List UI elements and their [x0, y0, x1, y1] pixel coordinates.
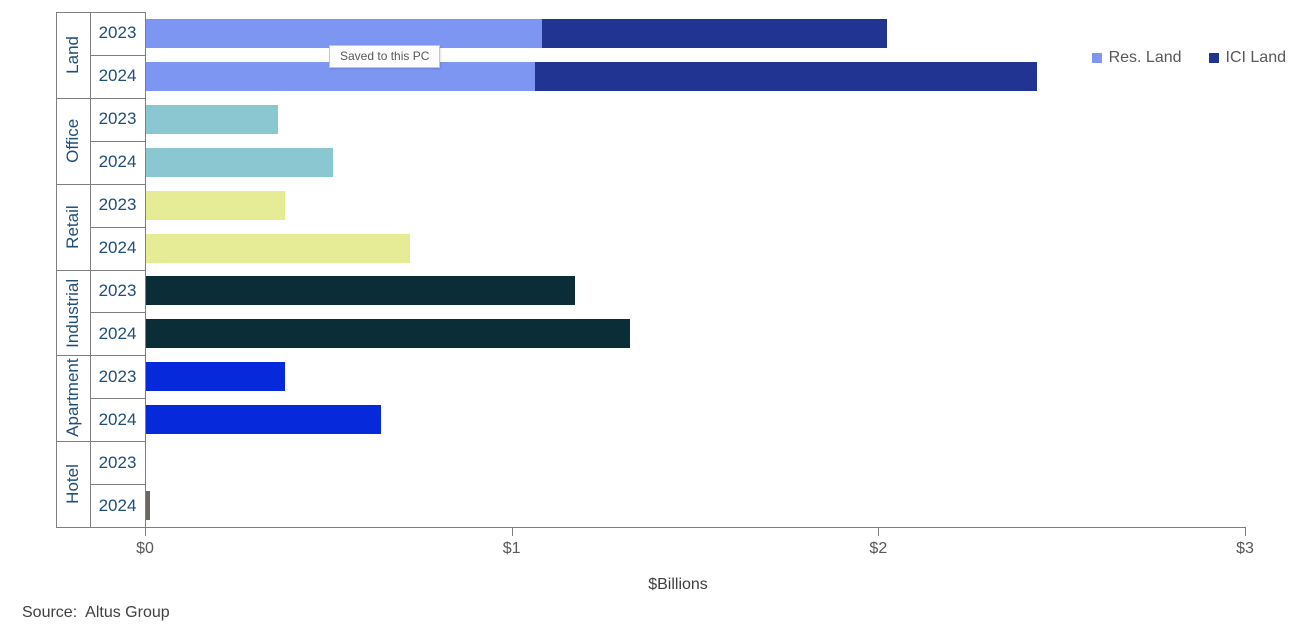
legend-label: Res. Land: [1108, 49, 1182, 66]
year-label: 2023: [98, 109, 137, 129]
y-axis-line: [145, 12, 146, 527]
category-separator-line: [56, 97, 145, 99]
legend-swatch-icon: [1208, 53, 1219, 63]
legend-swatch-icon: [1091, 53, 1102, 63]
bar-hotel-2024-hotel: [146, 491, 150, 521]
category-label-office: Office: [63, 118, 82, 163]
category-separator-line: [56, 527, 145, 528]
year-label: 2023: [98, 280, 137, 300]
year-separator-line: [90, 54, 145, 56]
x-tick-label-3: $3: [1236, 540, 1254, 557]
bar-office-2024-office: [146, 147, 333, 177]
x-tick-label-1: $1: [502, 540, 521, 557]
source-note: Source: Altus Group: [22, 604, 170, 621]
year-separator-line: [90, 226, 145, 228]
year-label: 2023: [98, 366, 137, 386]
category-separator-line: [56, 355, 145, 357]
chart-legend: Res. Land ICI Land: [1091, 49, 1286, 67]
x-axis-tick: [1245, 527, 1246, 536]
category-label-hotel: Hotel: [63, 464, 82, 504]
bar-industrial-2023-industrial: [146, 276, 575, 306]
year-separator-line: [90, 398, 145, 400]
bar-retail-2024-retail: [146, 233, 410, 263]
bar-land-2023-ici-land: [542, 18, 887, 48]
x-axis-tick: [511, 527, 513, 536]
year-label: 2024: [98, 238, 137, 258]
category-label-industrial: Industrial: [63, 277, 82, 347]
year-label: 2023: [98, 23, 137, 43]
category-label-retail: Retail: [63, 204, 82, 249]
bar-industrial-2024-industrial: [146, 319, 630, 349]
category-separator-line: [56, 269, 145, 271]
year-label: 2024: [98, 409, 137, 429]
bar-office-2023-office: [146, 104, 278, 134]
year-label: 2023: [98, 195, 137, 215]
year-separator-line: [90, 484, 145, 486]
bar-apartment-2024-apartment: [146, 405, 381, 435]
x-axis-tick: [145, 527, 146, 536]
bar-land-2023-res-land: [146, 18, 542, 48]
legend-item-res-land: Res. Land: [1091, 49, 1182, 67]
year-label: 2024: [98, 495, 137, 515]
x-axis-title: $Billions: [648, 576, 708, 593]
year-label: 2023: [98, 452, 137, 472]
category-separator-line: [56, 183, 145, 185]
saved-to-pc-tooltip: Saved to this PC: [329, 45, 441, 68]
legend-item-ici-land: ICI Land: [1208, 49, 1286, 67]
legend-label: ICI Land: [1225, 49, 1286, 66]
category-label-apartment: Apartment: [63, 359, 82, 438]
label-table-top-line: [56, 12, 145, 13]
category-label-land: Land: [63, 36, 82, 74]
x-axis-line: [56, 527, 1245, 528]
bar-apartment-2023-apartment: [146, 362, 286, 392]
year-separator-line: [90, 312, 145, 314]
year-label: 2024: [98, 152, 137, 172]
x-tick-label-2: $2: [869, 540, 888, 557]
bar-land-2024-ici-land: [534, 61, 1037, 91]
bar-retail-2023-retail: [146, 190, 286, 220]
year-label: 2024: [98, 323, 137, 343]
year-separator-line: [90, 140, 145, 142]
year-label: 2024: [98, 66, 137, 86]
x-axis-tick: [878, 527, 880, 536]
x-tick-label-0: $0: [136, 540, 154, 557]
category-separator-line: [56, 441, 145, 443]
